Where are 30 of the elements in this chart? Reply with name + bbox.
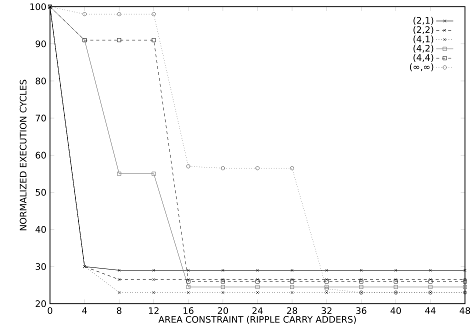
x-tick-label: 8 (116, 307, 122, 314)
x-tick-label: 36 (356, 307, 366, 314)
x-tick-label: 16 (184, 307, 194, 314)
y-tick-label: 80 (36, 78, 46, 84)
legend-label: (2,1) (413, 16, 434, 25)
x-axis-title: AREA CONSTRAINT (RIPPLE CARRY ADDERS) (158, 316, 356, 324)
legend-label: (4,2) (413, 44, 434, 53)
y-tick-label: 50 (36, 189, 46, 196)
y-tick-label: 40 (36, 226, 46, 233)
x-tick-label: 20 (218, 307, 228, 314)
y-tick-label: 70 (36, 114, 46, 122)
x-tick-label: 48 (460, 307, 470, 314)
y-tick-label: 60 (36, 152, 46, 159)
x-tick-label: 4 (82, 307, 87, 314)
y-tick-label: 20 (36, 300, 46, 308)
legend-label: (4,4) (413, 54, 434, 62)
legend-label: (4,1) (413, 36, 434, 44)
legend-label: (2,2) (413, 26, 434, 34)
x-tick-label: 12 (149, 307, 159, 314)
legend-label: (∞,∞) (410, 63, 434, 72)
x-tick-label: 0 (48, 307, 52, 314)
x-tick-label: 28 (287, 307, 298, 314)
x-tick-label: 44 (425, 307, 436, 314)
x-tick-label: 32 (322, 307, 332, 314)
y-tick-label: 90 (36, 40, 46, 48)
x-tick-label: 24 (252, 307, 263, 314)
y-tick-label: 100 (30, 3, 46, 10)
y-tick-label: 30 (36, 263, 46, 270)
x-tick-label: 40 (390, 307, 401, 314)
y-axis-title: NORMALIZED EXECUTION CYCLES (20, 80, 27, 230)
